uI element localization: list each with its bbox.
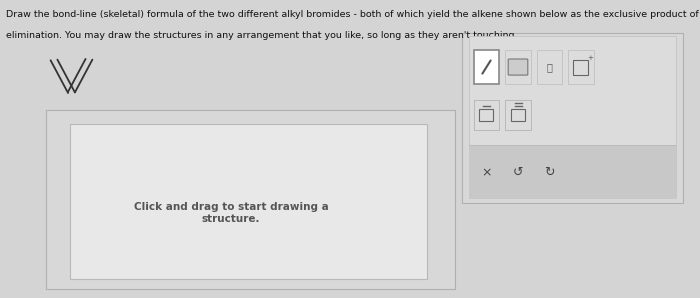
Bar [511,109,525,121]
Bar [462,33,682,203]
Text: ×: × [481,166,491,179]
FancyBboxPatch shape [508,59,528,75]
Bar [505,100,531,130]
Bar [70,124,427,279]
Text: ✋: ✋ [547,62,552,72]
Bar [537,50,562,84]
Text: +: + [587,55,593,61]
Text: Click and drag to start drawing a
structure.: Click and drag to start drawing a struct… [134,202,328,224]
Text: elimination. You may draw the structures in any arrangement that you like, so lo: elimination. You may draw the structures… [6,31,517,40]
Bar [480,109,494,121]
Bar [46,110,455,289]
Text: ↺: ↺ [512,166,524,179]
Text: Draw the bond-line (skeletal) formula of the two different alkyl bromides - both: Draw the bond-line (skeletal) formula of… [6,10,700,19]
Bar [573,60,588,74]
Bar [474,50,499,84]
Text: ↻: ↻ [545,166,554,179]
Bar [469,36,676,198]
Bar [474,100,499,130]
Bar [469,145,676,198]
Bar [568,50,594,84]
Bar [505,50,531,84]
